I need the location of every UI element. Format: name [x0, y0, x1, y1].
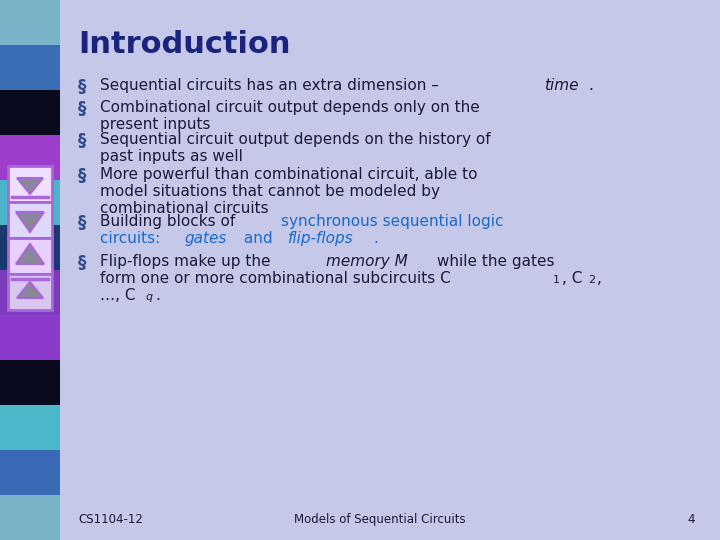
Polygon shape	[17, 178, 43, 194]
Text: §: §	[78, 214, 86, 232]
Bar	[0, 0, 60, 45]
Text: circuits:: circuits:	[100, 231, 165, 246]
Text: gates: gates	[184, 231, 226, 246]
Text: Building blocks of: Building blocks of	[100, 214, 240, 229]
Text: .: .	[155, 288, 160, 303]
Text: 4: 4	[688, 513, 695, 526]
Bar	[0, 495, 60, 540]
Text: Models of Sequential Circuits: Models of Sequential Circuits	[294, 513, 466, 526]
Text: …, C: …, C	[100, 288, 135, 303]
Bar	[0, 180, 60, 225]
Text: while the gates: while the gates	[432, 254, 554, 269]
Polygon shape	[16, 212, 44, 232]
Text: §: §	[78, 167, 86, 185]
Bar	[0, 225, 60, 270]
Text: model situations that cannot be modeled by: model situations that cannot be modeled …	[100, 184, 440, 199]
Text: Flip-flops make up the: Flip-flops make up the	[100, 254, 275, 269]
Text: More powerful than combinational circuit, able to: More powerful than combinational circuit…	[100, 167, 477, 182]
Text: Sequential circuit output depends on the history of: Sequential circuit output depends on the…	[100, 132, 490, 147]
Text: §: §	[78, 100, 86, 118]
Text: .: .	[373, 231, 378, 246]
Text: CS1104-12: CS1104-12	[78, 513, 143, 526]
Bar	[0, 45, 60, 90]
Text: and: and	[239, 231, 277, 246]
Text: form one or more combinational subcircuits C: form one or more combinational subcircui…	[100, 271, 451, 286]
Text: ,: ,	[597, 271, 602, 286]
Text: flip-flops: flip-flops	[289, 231, 354, 246]
Bar	[0, 360, 60, 405]
Bar	[0, 450, 60, 495]
Text: Introduction: Introduction	[78, 30, 290, 59]
Polygon shape	[17, 282, 43, 298]
Bar	[8, 166, 52, 202]
Text: combinational circuits: combinational circuits	[100, 201, 269, 216]
Text: synchronous sequential logic: synchronous sequential logic	[281, 214, 503, 229]
Text: Combinational circuit output depends only on the: Combinational circuit output depends onl…	[100, 100, 480, 115]
Bar	[0, 270, 60, 315]
Text: present inputs: present inputs	[100, 117, 210, 132]
Text: past inputs as well: past inputs as well	[100, 149, 243, 164]
Text: Sequential circuits has an extra dimension –: Sequential circuits has an extra dimensi…	[100, 78, 444, 93]
Bar	[0, 135, 60, 180]
Polygon shape	[16, 244, 44, 264]
Bar	[8, 202, 52, 238]
Text: .: .	[588, 78, 593, 93]
Text: 2: 2	[588, 275, 595, 285]
Text: , C: , C	[562, 271, 582, 286]
Text: §: §	[78, 78, 86, 96]
Bar	[0, 405, 60, 450]
Text: q: q	[146, 292, 153, 302]
Bar	[0, 90, 60, 135]
Bar	[0, 315, 60, 360]
Bar	[8, 238, 52, 274]
Text: memory M: memory M	[326, 254, 408, 269]
Text: §: §	[78, 254, 86, 272]
Text: §: §	[78, 132, 86, 150]
Bar	[8, 274, 52, 310]
Text: time: time	[544, 78, 578, 93]
Text: 1: 1	[552, 275, 559, 285]
